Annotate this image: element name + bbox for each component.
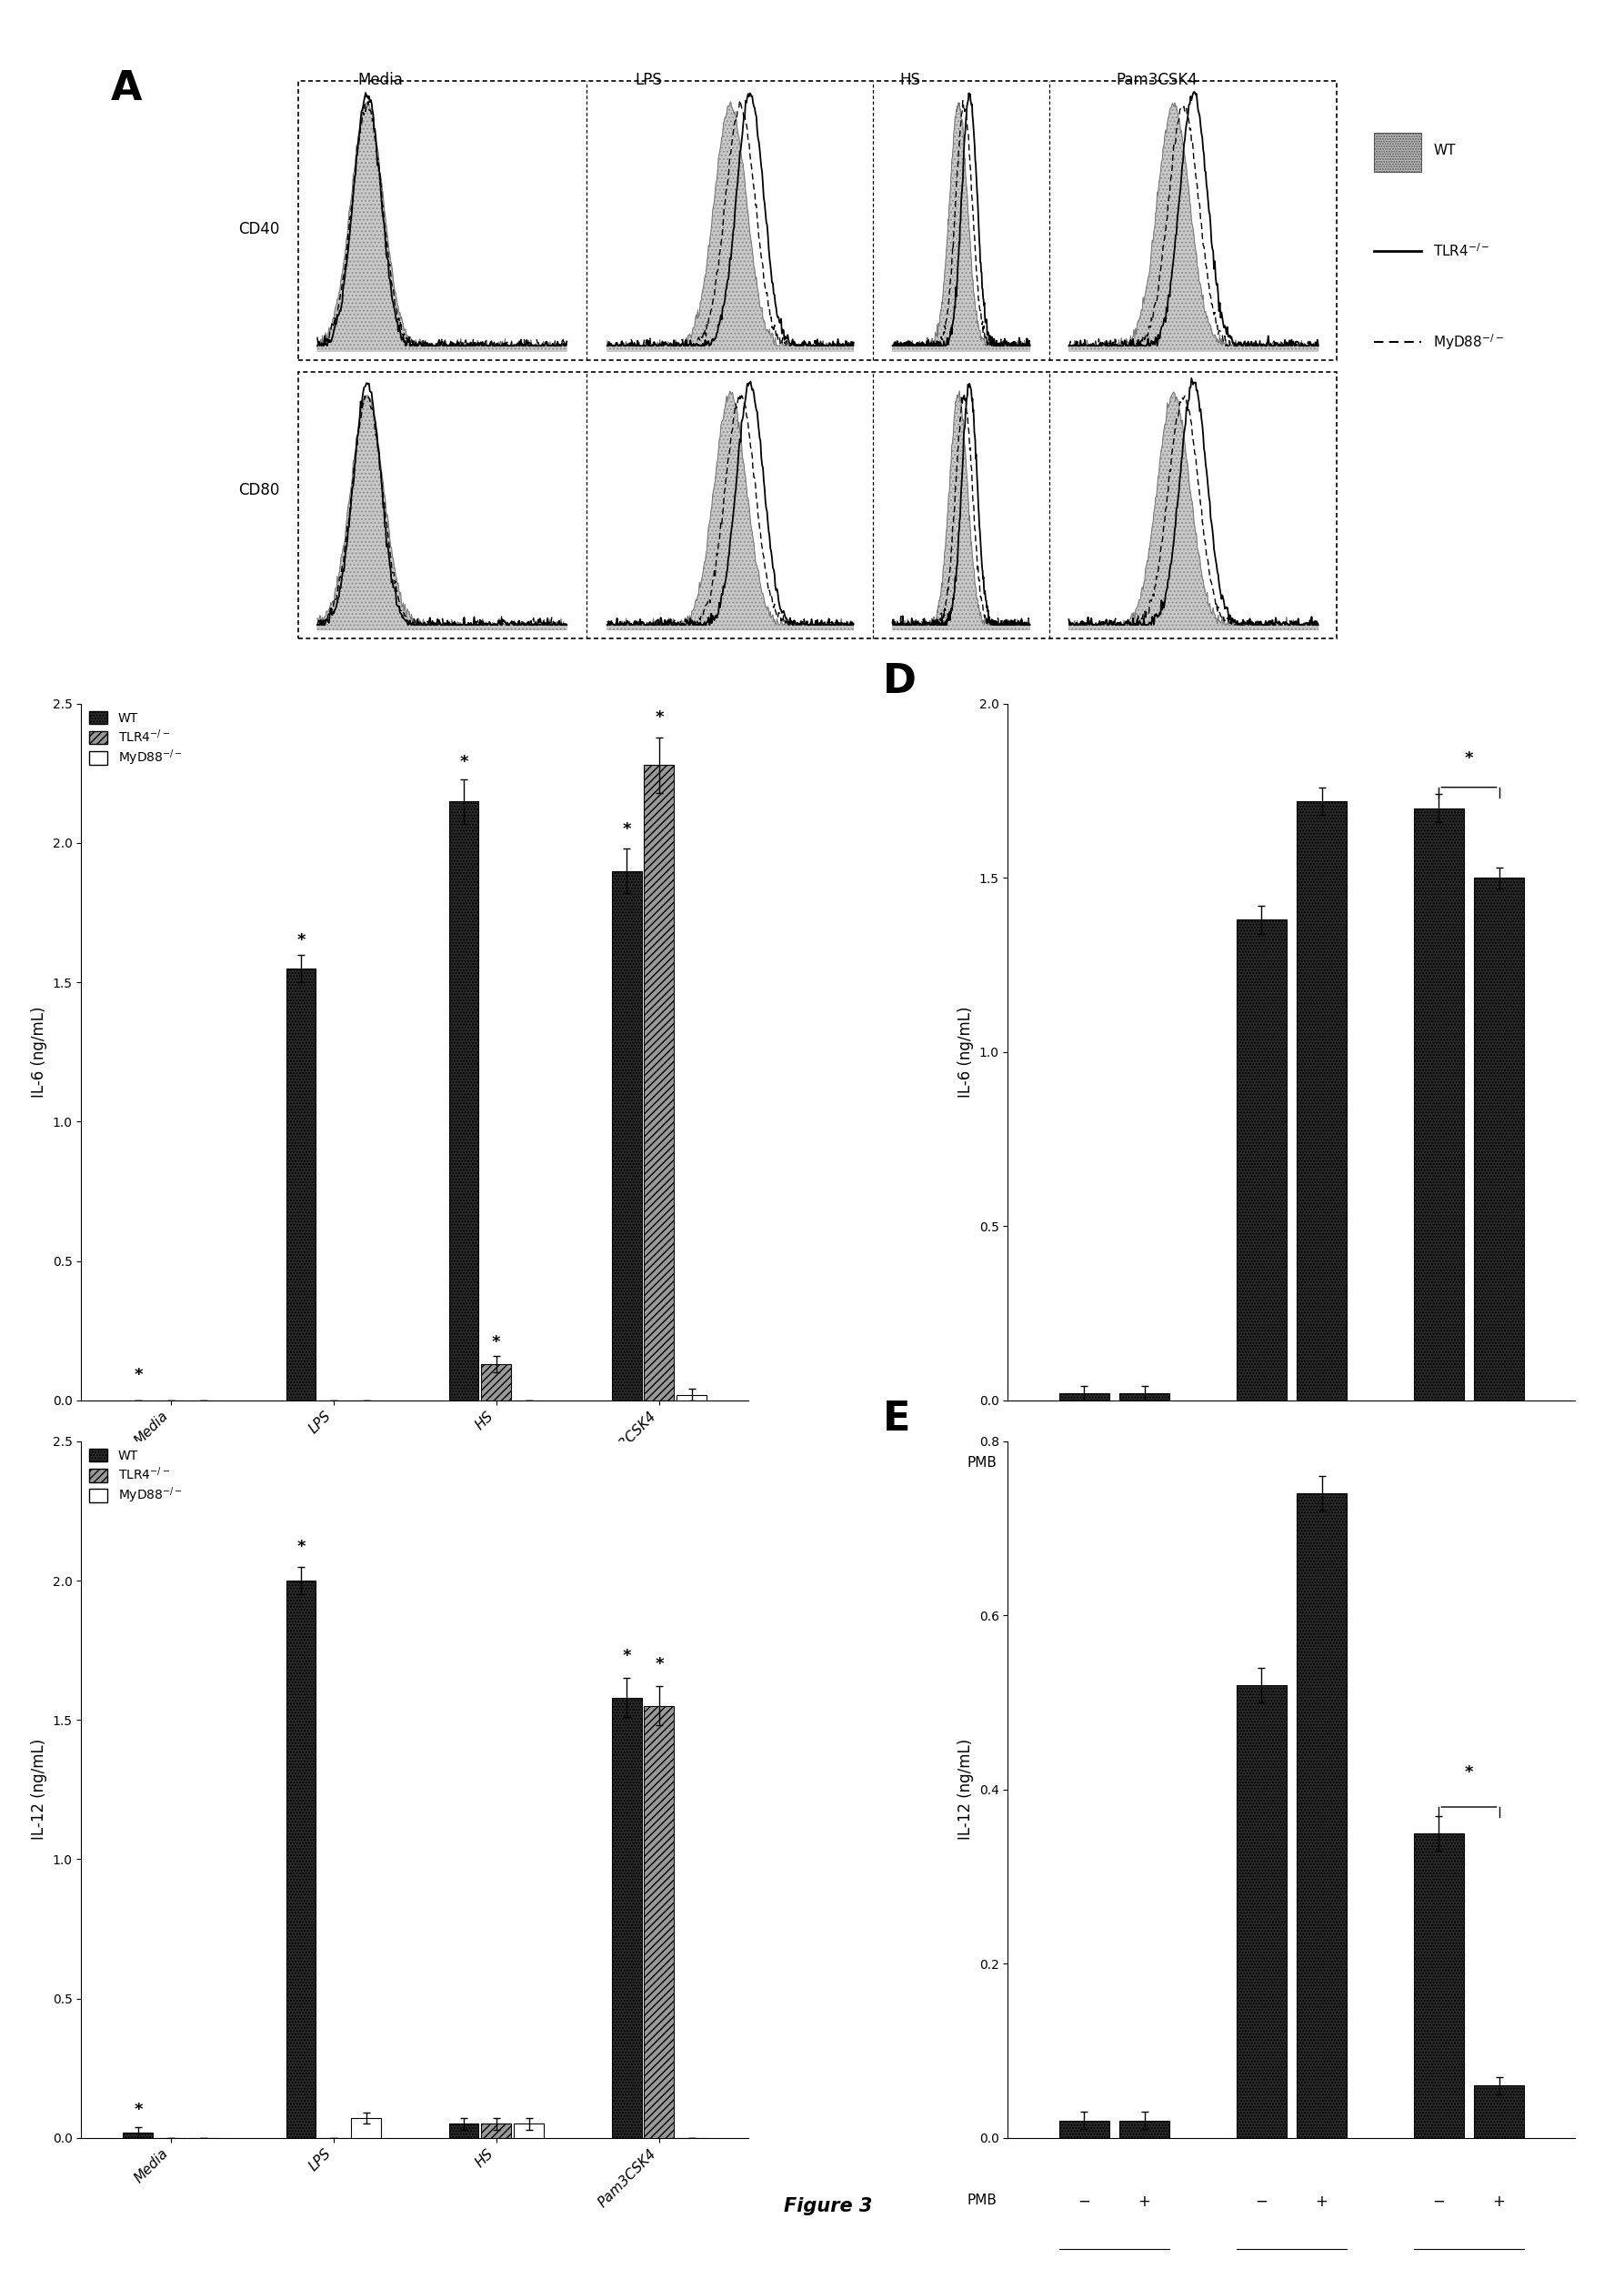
Bar (513, 2124, 544, 2138)
Text: *: * (133, 1367, 143, 1383)
Bar (677, 1395, 706, 1399)
Text: −: − (1255, 1456, 1268, 1472)
Legend: WT, TLR4$^{-/-}$, MyD88$^{-/-}$: WT, TLR4$^{-/-}$, MyD88$^{-/-}$ (88, 1447, 184, 1506)
Text: +: + (1138, 1456, 1151, 1472)
Bar (351, 2119, 382, 2138)
Legend: WT, TLR4$^{-/-}$, MyD88$^{-/-}$: WT, TLR4$^{-/-}$, MyD88$^{-/-}$ (88, 711, 184, 768)
Text: WT: WT (1434, 144, 1455, 157)
Text: *: * (622, 1648, 630, 1664)
Text: MyD88$^{-/-}$: MyD88$^{-/-}$ (1434, 333, 1504, 351)
Text: Media: Media (357, 73, 403, 89)
Bar (612, 1698, 641, 2138)
Text: −: − (1432, 2195, 1445, 2211)
Text: PMB: PMB (968, 2195, 997, 2206)
Bar (481, 2124, 512, 2138)
Text: +: + (1492, 1456, 1505, 1472)
Text: +: + (1315, 2195, 1328, 2211)
Bar (286, 969, 317, 1399)
Text: −: − (1078, 1456, 1090, 1472)
Text: *: * (654, 709, 664, 727)
Text: *: * (622, 820, 630, 836)
Text: +: + (1138, 2195, 1151, 2211)
Text: −: − (1432, 1456, 1445, 1472)
Text: TLR4$^{-/-}$: TLR4$^{-/-}$ (1434, 242, 1491, 260)
Bar (448, 2124, 479, 2138)
Text: LPS: LPS (635, 73, 663, 89)
Bar (1475, 2085, 1523, 2138)
Text: *: * (654, 1657, 664, 1673)
Bar (286, 1582, 317, 2138)
Text: Media: Media (1093, 1554, 1135, 1568)
Text: *: * (1465, 750, 1473, 766)
Text: +: + (1315, 1456, 1328, 1472)
Bar (1119, 2119, 1169, 2138)
Text: HS: HS (1281, 1554, 1301, 1568)
Text: E: E (883, 1399, 911, 1438)
Text: +: + (1492, 2195, 1505, 2211)
Bar (1236, 921, 1286, 1399)
Text: PMB: PMB (968, 1456, 997, 1470)
Y-axis label: IL-12 (ng/mL): IL-12 (ng/mL) (958, 1739, 974, 1839)
Bar (1236, 1684, 1286, 2138)
Bar (612, 871, 641, 1399)
Text: CD80: CD80 (239, 481, 279, 499)
Bar (297, 371, 1337, 638)
Text: CD40: CD40 (239, 221, 279, 237)
Y-axis label: IL-6 (ng/mL): IL-6 (ng/mL) (31, 1007, 47, 1098)
Text: *: * (297, 932, 305, 948)
Bar (645, 1707, 674, 2138)
Text: *: * (492, 1333, 500, 1349)
Text: Figure 3: Figure 3 (784, 2197, 872, 2215)
Bar (1415, 809, 1463, 1399)
Text: *: * (133, 2101, 143, 2119)
Y-axis label: IL-12 (ng/mL): IL-12 (ng/mL) (31, 1739, 47, 1839)
Text: −: − (1078, 2195, 1090, 2211)
Bar (481, 1365, 512, 1399)
Text: *: * (460, 754, 468, 770)
Text: −: − (1255, 2195, 1268, 2211)
Bar (1059, 1392, 1109, 1399)
Bar (1475, 877, 1523, 1399)
Bar (123, 2133, 153, 2138)
Text: *: * (1465, 1764, 1473, 1780)
Text: A: A (110, 68, 143, 107)
Bar (448, 802, 479, 1399)
Text: Pam3CSK4: Pam3CSK4 (1116, 73, 1199, 89)
Y-axis label: IL-6 (ng/mL): IL-6 (ng/mL) (958, 1007, 974, 1098)
Bar (1415, 1832, 1463, 2138)
Bar (1374, 132, 1421, 171)
Text: HS: HS (900, 73, 921, 89)
Bar (1119, 1392, 1169, 1399)
Text: D: D (883, 661, 918, 702)
Text: *: * (297, 1538, 305, 1557)
Text: LPS: LPS (1457, 1554, 1481, 1568)
Bar (1298, 1493, 1346, 2138)
Bar (1059, 2119, 1109, 2138)
Bar (1298, 802, 1346, 1399)
Bar (297, 82, 1337, 360)
Bar (645, 766, 674, 1399)
